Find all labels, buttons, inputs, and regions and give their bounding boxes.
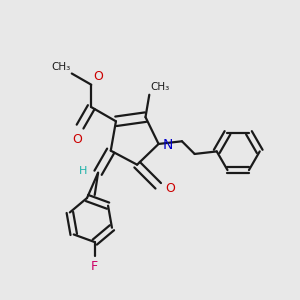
Text: CH₃: CH₃ [151,82,170,92]
Text: H: H [79,166,88,176]
Text: N: N [162,138,172,152]
Text: O: O [166,182,176,195]
Text: O: O [93,70,103,83]
Text: O: O [72,133,82,146]
Text: CH₃: CH₃ [51,62,70,72]
Text: F: F [91,260,98,273]
